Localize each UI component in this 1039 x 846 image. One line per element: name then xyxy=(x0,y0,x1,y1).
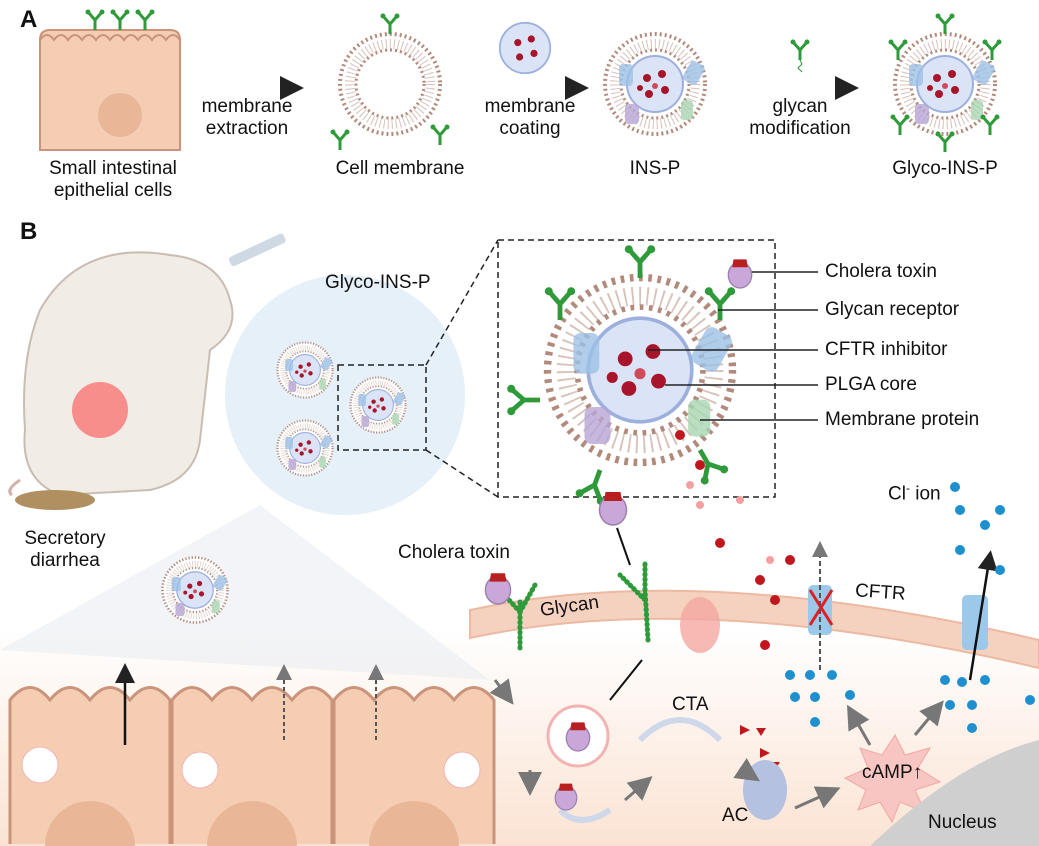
cholera-toxin-label: Cholera toxin xyxy=(398,542,510,563)
ins-p-particle xyxy=(605,34,706,134)
adenylate-cyclase-icon xyxy=(743,760,787,820)
zoom-source-box xyxy=(337,364,427,451)
nucleus-icon xyxy=(870,740,1039,846)
cl-ion-dots xyxy=(785,482,1035,733)
legend-membrane-protein: Membrane protein xyxy=(825,409,980,430)
legend-cholera-toxin: Cholera toxin xyxy=(825,261,937,282)
step-glycan-label: glycan modification xyxy=(749,96,851,139)
panel-b-label: B xyxy=(20,218,38,245)
epithelial-cell-icon xyxy=(39,8,181,151)
legend-glycan-receptor: Glycan receptor xyxy=(825,299,960,320)
cell-membrane-vesicle xyxy=(329,12,451,152)
secretory-diarrhea-label: Secretory diarrhea xyxy=(24,528,106,571)
er-icon xyxy=(557,807,612,823)
cftr-channel-blocked xyxy=(808,541,834,670)
glyco-ins-p-particle-lower xyxy=(163,558,229,623)
membrane-protein-icon xyxy=(680,597,720,653)
glycan-icon xyxy=(789,38,811,73)
ac-label: AC xyxy=(722,805,749,826)
zoom-cone xyxy=(0,505,490,680)
glyco-ins-p-detail xyxy=(507,245,753,506)
step-coating-label: membrane coating xyxy=(484,96,576,139)
intestinal-cells xyxy=(8,663,496,846)
ins-p-label: INS-P xyxy=(629,158,681,179)
legend-plga-core: PLGA core xyxy=(825,374,917,395)
panel-a-label: A xyxy=(20,6,38,33)
source-cells-label: Small intestinal epithelial cells xyxy=(49,158,177,201)
cftr-channel-open xyxy=(962,550,998,681)
cell-membrane-label: Cell membrane xyxy=(335,158,465,179)
delivery-beam xyxy=(225,275,465,515)
pathway-arrows xyxy=(489,678,944,810)
glyco-ins-p-particle xyxy=(887,12,1003,154)
cftr-label: CFTR xyxy=(854,580,907,605)
nucleus-label: Nucleus xyxy=(928,812,997,833)
glyco-ins-p-label: Glyco-INS-P xyxy=(892,158,998,179)
glycan-receptor-right xyxy=(617,557,651,643)
golgi-icon xyxy=(637,717,723,743)
camp-burst-icon xyxy=(843,733,942,824)
legend-leaders xyxy=(648,271,818,421)
step-extraction-label: membrane extraction xyxy=(201,96,293,139)
cta-label: CTA xyxy=(672,694,709,715)
cl-ion-label: Cl- ion xyxy=(888,481,941,505)
glycan-receptor-left xyxy=(484,572,538,651)
plga-core-icon xyxy=(498,21,552,75)
inhibitor-dots xyxy=(696,496,795,650)
glyco-ins-p-b-label: Glyco-INS-P xyxy=(325,272,431,293)
mouse-icon xyxy=(8,233,286,510)
camp-label: cAMP↑ xyxy=(862,762,923,783)
legend-cftr-inhibitor: CFTR inhibitor xyxy=(825,339,948,360)
